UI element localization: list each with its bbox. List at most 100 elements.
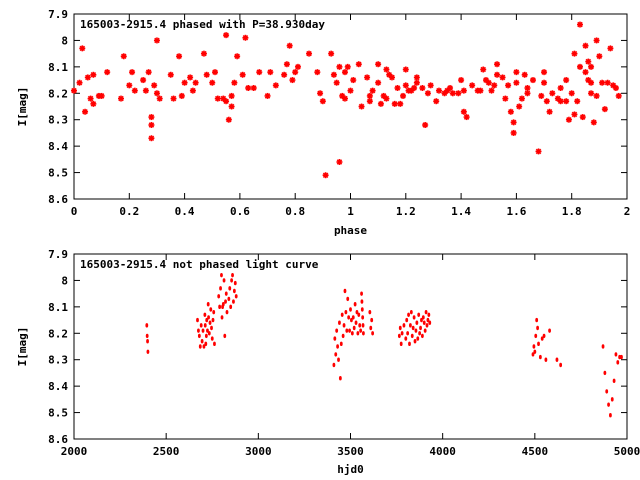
- data-point: [239, 71, 246, 78]
- y-tick-label: 8.1: [48, 301, 68, 314]
- data-point: [383, 66, 390, 73]
- data-point: [223, 98, 230, 105]
- data-point: [542, 333, 546, 339]
- data-point: [612, 85, 619, 91]
- data-point: [350, 77, 357, 84]
- data-point: [588, 90, 595, 97]
- data-point: [90, 71, 97, 78]
- data-point: [225, 116, 232, 123]
- axis-ticks: 2000 2500 3000 3500 4000 4500 5000 7.9 8 8.1 8.2 8.…: [48, 248, 640, 458]
- data-point: [230, 278, 234, 283]
- data-point: [407, 312, 410, 317]
- data-point: [207, 315, 210, 320]
- data-point: [614, 352, 618, 357]
- data-point: [76, 79, 83, 86]
- data-point: [516, 103, 523, 110]
- data-point: [353, 302, 357, 307]
- data-point: [397, 333, 401, 339]
- data-point: [256, 69, 263, 76]
- data-point: [400, 92, 407, 99]
- data-point: [413, 339, 417, 344]
- data-point: [616, 360, 620, 365]
- data-point: [202, 344, 206, 349]
- data-point: [411, 325, 415, 331]
- data-point: [146, 339, 149, 344]
- unphased-light-curve-panel: 2000 2500 3000 3500 4000 4500 5000 7.9 8 8.1 8.2 8.…: [16, 248, 640, 476]
- data-point: [211, 317, 215, 323]
- data-point: [571, 50, 578, 57]
- data-point: [469, 82, 476, 89]
- data-point: [576, 63, 583, 70]
- data-point: [204, 341, 208, 347]
- data-point: [140, 77, 147, 84]
- data-point: [332, 362, 336, 368]
- data-point: [360, 291, 363, 296]
- data-point: [563, 98, 570, 105]
- data-point: [593, 92, 600, 99]
- data-point: [145, 333, 149, 339]
- data-point: [371, 331, 375, 336]
- data-point: [543, 98, 550, 105]
- data-point: [435, 87, 442, 94]
- data-point: [220, 315, 224, 320]
- data-point: [400, 331, 404, 336]
- data-point: [210, 336, 214, 341]
- x-tick-label: 2000: [61, 445, 88, 458]
- data-point: [370, 317, 374, 323]
- data-point: [531, 352, 535, 357]
- data-point: [212, 309, 216, 315]
- x-tick-label: 1.8: [562, 205, 582, 218]
- data-point: [563, 77, 570, 84]
- data-point: [601, 344, 605, 349]
- data-point: [491, 82, 498, 89]
- data-point: [355, 309, 359, 315]
- x-tick-label: 0.6: [230, 205, 250, 218]
- data-point: [541, 69, 548, 76]
- data-point: [334, 352, 338, 357]
- data-point: [605, 389, 609, 394]
- data-point: [205, 317, 209, 323]
- data-point: [338, 320, 341, 325]
- data-point: [358, 323, 362, 328]
- data-point: [221, 302, 225, 307]
- data-point: [588, 79, 595, 86]
- x-tick-label: 1: [347, 205, 354, 218]
- data-point: [426, 317, 430, 323]
- data-point: [232, 299, 235, 304]
- y-tick-label: 8.3: [48, 354, 68, 367]
- data-point: [359, 328, 363, 333]
- data-point: [250, 85, 257, 91]
- data-point: [90, 100, 97, 107]
- data-point: [87, 95, 94, 102]
- y-tick-label: 7.9: [48, 248, 68, 261]
- data-point: [375, 61, 382, 68]
- data-point: [529, 77, 536, 84]
- data-point: [369, 87, 376, 94]
- data-point: [409, 309, 413, 315]
- data-point: [607, 402, 610, 407]
- y-tick-label: 8.4: [48, 140, 68, 153]
- data-point: [222, 278, 226, 283]
- data-point: [232, 288, 236, 294]
- data-point: [535, 317, 539, 323]
- data-point: [212, 69, 219, 76]
- x-axis-label: hjd0: [337, 463, 364, 476]
- data-point: [460, 108, 467, 115]
- data-point: [546, 108, 553, 115]
- data-point: [203, 312, 207, 317]
- data-points: [71, 21, 622, 179]
- data-point: [337, 357, 340, 362]
- data-point: [227, 296, 231, 302]
- data-point: [242, 34, 249, 41]
- data-point: [533, 349, 537, 354]
- data-point: [424, 90, 431, 97]
- x-tick-label: 3500: [337, 445, 364, 458]
- x-tick-label: 5000: [614, 445, 640, 458]
- data-point: [411, 85, 418, 91]
- data-point: [513, 69, 520, 76]
- x-tick-label: 1.6: [506, 205, 526, 218]
- data-point: [537, 341, 540, 347]
- x-tick-label: 4000: [429, 445, 456, 458]
- x-tick-label: 3000: [245, 445, 272, 458]
- data-point: [488, 87, 495, 94]
